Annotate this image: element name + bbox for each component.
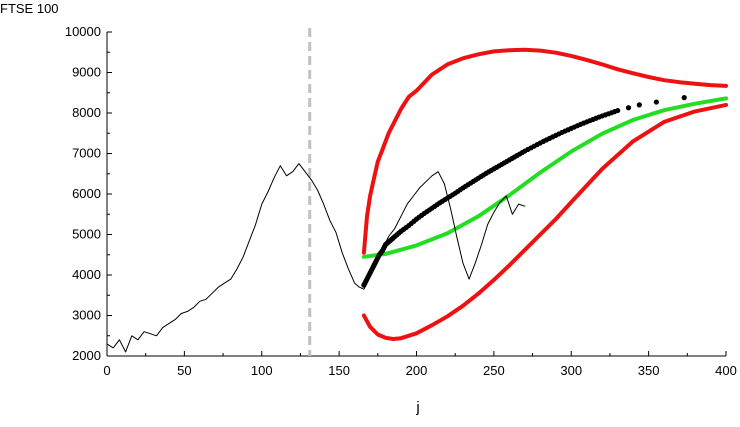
median-forecast-point — [681, 95, 687, 101]
median-forecast-series — [361, 95, 687, 288]
median-forecast-point — [653, 99, 659, 105]
axes — [106, 32, 726, 357]
median-forecast-point — [611, 109, 618, 115]
x-tick-label: 250 — [483, 363, 505, 378]
median-forecast-point — [411, 218, 417, 224]
median-forecast-point — [473, 177, 479, 183]
median-forecast-point — [519, 149, 525, 156]
median-forecast-point — [403, 224, 409, 231]
y-axis-ticks: 2000 3000 4000 5000 6000 7000 8000 9000 10000 — [65, 24, 112, 363]
median-forecast-point — [593, 115, 599, 121]
x-tick-label: 350 — [638, 363, 660, 378]
median-forecast-point — [457, 187, 463, 193]
alternative-forecast-line — [361, 96, 728, 259]
y-tick-label: 3000 — [72, 308, 101, 323]
median-forecast-point — [480, 172, 487, 178]
x-axis-ticks: 0 50 100 150 200 250 300 350 400 — [103, 351, 737, 378]
median-forecast-point — [442, 197, 448, 203]
upper-band-line — [361, 47, 728, 255]
x-tick-label: 200 — [406, 363, 428, 378]
median-forecast-point — [584, 119, 590, 125]
median-forecast-point — [504, 158, 510, 165]
y-axis-title: FTSE 100 — [0, 1, 59, 16]
y-tick-label: 4000 — [72, 267, 101, 282]
x-tick-label: 100 — [251, 363, 273, 378]
x-axis-title: j — [415, 399, 419, 416]
series-layer — [106, 47, 728, 353]
median-forecast-point — [556, 131, 562, 137]
median-forecast-point — [363, 278, 369, 284]
median-forecast-point — [625, 105, 632, 111]
median-forecast-point — [537, 140, 543, 146]
median-forecast-point — [602, 112, 608, 118]
y-tick-label: 6000 — [72, 186, 101, 201]
median-forecast-point — [546, 135, 553, 141]
y-tick-label: 2000 — [72, 348, 101, 363]
x-tick-label: 150 — [328, 363, 350, 378]
x-tick-label: 0 — [103, 363, 110, 378]
x-tick-label: 300 — [560, 363, 582, 378]
median-forecast-point — [636, 102, 642, 108]
lower-band-line — [361, 102, 728, 341]
y-tick-label: 8000 — [72, 105, 101, 120]
median-forecast-point — [496, 163, 502, 169]
y-tick-label: 5000 — [72, 227, 101, 242]
x-tick-label: 400 — [715, 363, 737, 378]
median-forecast-point — [528, 145, 534, 151]
median-forecast-point — [390, 235, 396, 241]
median-forecast-point — [372, 260, 378, 266]
observed-line — [106, 163, 526, 353]
y-tick-label: 7000 — [72, 146, 101, 161]
median-forecast-point — [488, 167, 494, 173]
median-forecast-point — [366, 272, 372, 278]
x-tick-label: 50 — [177, 363, 191, 378]
median-forecast-point — [465, 182, 471, 188]
median-forecast-point — [426, 207, 432, 213]
median-forecast-point — [369, 266, 375, 272]
median-forecast-point — [419, 212, 425, 218]
y-tick-label: 10000 — [65, 24, 101, 39]
y-tick-label: 9000 — [72, 65, 101, 80]
median-forecast-point — [396, 230, 402, 236]
median-forecast-point — [565, 127, 571, 133]
median-forecast-point — [450, 192, 456, 198]
median-forecast-point — [434, 202, 440, 208]
median-forecast-point — [574, 123, 581, 129]
median-forecast-point — [511, 154, 518, 160]
